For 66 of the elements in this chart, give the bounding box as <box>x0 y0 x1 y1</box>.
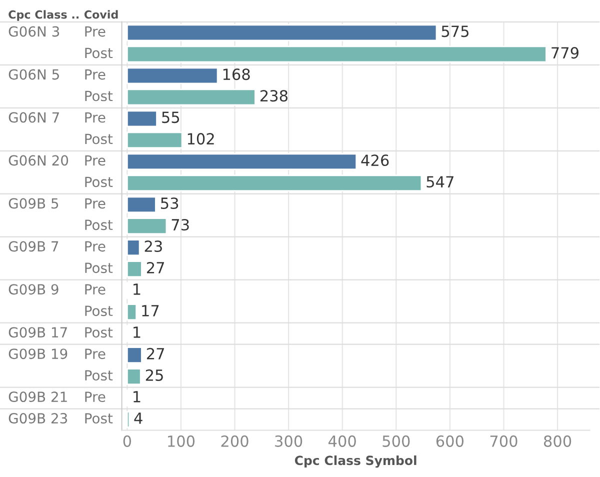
bar <box>126 153 358 170</box>
y-tick-label: Post <box>85 90 113 102</box>
y-tick-label: Post <box>85 176 113 188</box>
bar <box>126 110 158 128</box>
bar <box>126 218 168 235</box>
bar <box>126 239 140 256</box>
y-tick-label: Post <box>85 220 113 230</box>
data-label: 238 <box>260 90 288 102</box>
bar <box>126 174 422 192</box>
category-label: G09B 9 Pre <box>8 284 106 295</box>
data-label: 25 <box>146 369 163 381</box>
bar <box>126 368 142 385</box>
y-tick-label: Post <box>85 134 113 144</box>
bar <box>126 411 130 428</box>
data-label: 168 <box>223 68 250 80</box>
category-label: G06N 3 Pre <box>8 26 106 37</box>
bar <box>126 24 438 42</box>
category-label: G09B 19 Pre <box>8 348 106 360</box>
data-label: 4 <box>134 412 142 424</box>
y-axis-title: Cpc Class .. <box>8 10 78 21</box>
y-tick-label: Post <box>85 262 113 274</box>
bar <box>126 132 183 149</box>
data-label: 1 <box>134 284 140 295</box>
x-tick-label: 0 <box>123 435 132 447</box>
category-label: G09B 17 Post <box>8 327 113 338</box>
bar <box>126 260 142 278</box>
x-tick-label: 800 <box>544 435 572 447</box>
data-label: 779 <box>552 47 578 59</box>
data-label: 17 <box>142 305 159 316</box>
x-tick-label: 100 <box>168 435 195 447</box>
data-label: 1 <box>134 391 140 402</box>
bar <box>126 196 156 214</box>
bar <box>126 346 142 364</box>
data-label: 27 <box>146 262 164 274</box>
category-label: G06N 20 Pre <box>8 155 106 166</box>
data-label: 53 <box>161 197 178 210</box>
bar <box>126 67 218 84</box>
y-tick-label: Post <box>85 306 113 316</box>
bar <box>126 46 547 63</box>
x-tick-label: 200 <box>221 435 248 447</box>
bar <box>126 304 138 320</box>
x-tick-label: 700 <box>490 435 518 447</box>
x-tick-label: 600 <box>436 435 464 447</box>
y-tick-label: Post <box>85 370 113 381</box>
text: Covid <box>84 10 118 19</box>
data-label: 426 <box>361 154 389 166</box>
category-label: G06N 5 Pre <box>8 69 106 80</box>
x-tick-label: 300 <box>275 435 302 447</box>
data-label: 547 <box>426 176 454 188</box>
data-label: 73 <box>172 218 189 231</box>
data-label: 55 <box>162 112 180 124</box>
data-label: 23 <box>144 240 162 252</box>
data-label: 102 <box>188 133 214 145</box>
category-label: G09B 5 Pre <box>8 198 106 209</box>
data-label: 1 <box>134 326 140 338</box>
x-axis-title: Cpc Class Symbol <box>294 455 416 468</box>
category-label: G09B 23 Post <box>8 413 113 424</box>
y-tick-label: Post <box>85 48 113 58</box>
category-label: G09B 21 Pre <box>8 392 106 402</box>
x-tick-label: 400 <box>328 435 356 447</box>
x-tick-label: 500 <box>382 435 410 447</box>
data-label: 27 <box>146 348 164 360</box>
category-label: G09B 7 Pre <box>8 241 106 252</box>
data-label: 575 <box>442 26 468 38</box>
bar <box>126 88 256 106</box>
category-label: G06N 7 Pre <box>8 112 106 123</box>
